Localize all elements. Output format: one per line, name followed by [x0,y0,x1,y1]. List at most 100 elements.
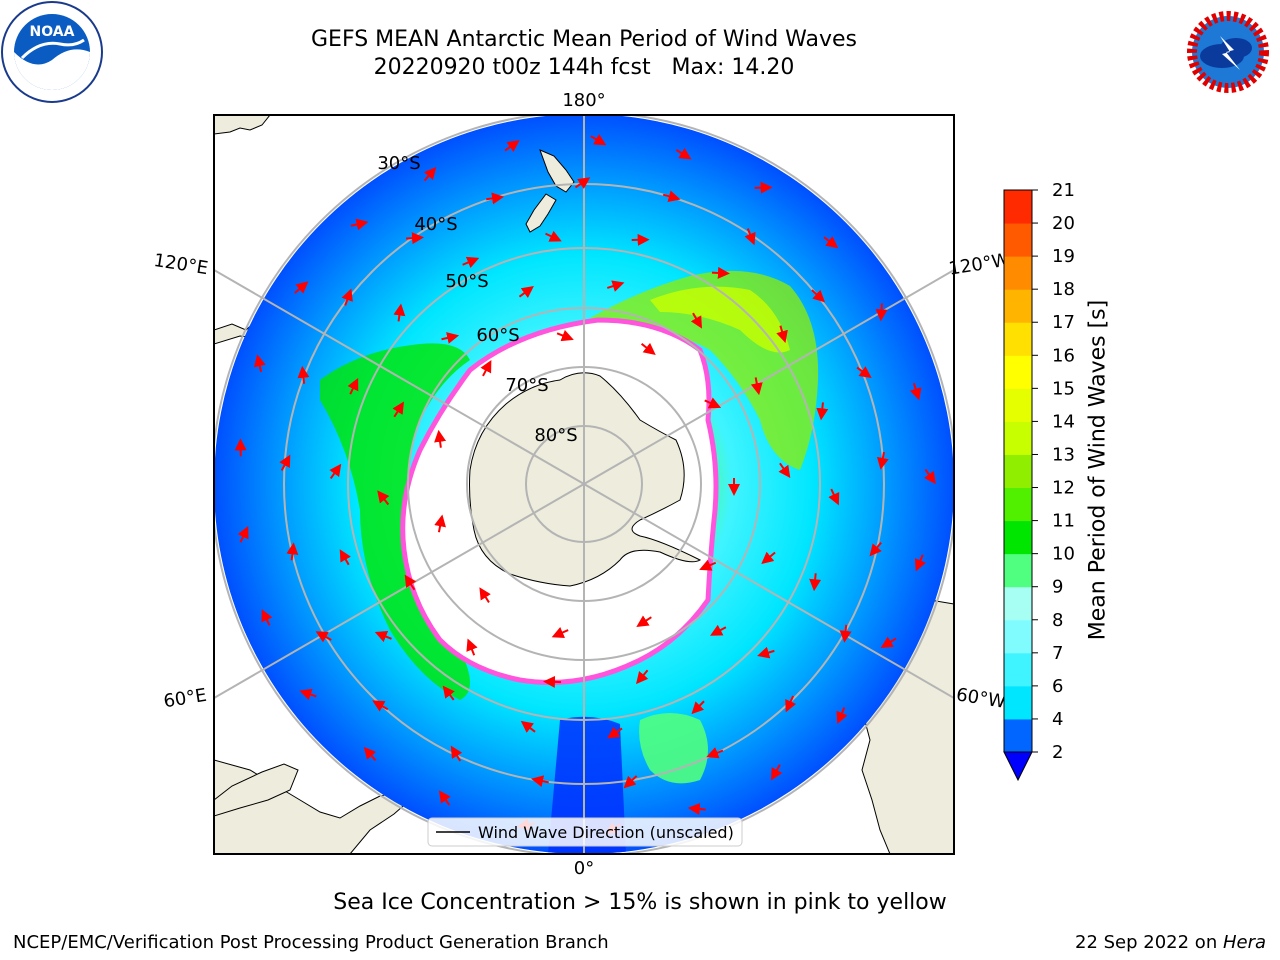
wind-wave-arrow [816,402,829,421]
wind-wave-arrow [294,281,309,294]
wind-wave-arrow [785,695,797,713]
noaa-logo-icon: NOAA [1,1,103,103]
lon-label-180: 180° [562,90,605,111]
wind-wave-arrow [392,401,404,418]
wind-wave-arrow [315,631,332,643]
colorbar-border [1003,189,1033,753]
wind-wave-arrow [279,454,291,471]
colorbar-band [1004,685,1032,720]
footer-date: 22 Sep 2022 on Hera [1075,932,1266,953]
colorbar-band [1004,256,1032,290]
colorbar-band [1004,190,1032,224]
svg-text:NOAA: NOAA [30,24,75,40]
lon-label-120e: 120°E [152,250,209,279]
wind-wave-arrow [687,803,706,815]
wind-wave-arrow [761,551,776,565]
wind-wave-arrow [466,638,478,656]
wind-wave-arrow [809,573,822,592]
footer-branch: NCEP/EMC/Verification Post Processing Pr… [13,932,609,953]
colorbar-tick-label: 2 [1052,742,1063,763]
wind-wave-arrow [856,366,872,379]
colorbar-band [1004,487,1032,522]
colorbar-tick-label: 20 [1052,213,1075,234]
wind-wave-arrow [876,451,889,470]
wind-wave-arrow [923,468,936,485]
chart-title: GEFS MEAN Antarctic Mean Period of Wind … [311,27,857,52]
colorbar-label: Mean Period of Wind Waves [s] [1085,299,1111,641]
colorbar-tick-label: 4 [1052,709,1063,730]
wind-wave-arrow [636,669,649,685]
wind-wave-arrow [377,490,390,506]
wind-wave-arrow [750,377,763,396]
wind-wave-arrow [574,177,591,189]
wind-wave-arrow [811,289,826,303]
wind-wave-arrow [237,525,249,543]
land-new-zealand-north [539,149,575,193]
wind-wave-arrow [880,636,897,648]
wind-wave-arrow [372,700,389,712]
chart-subtitle: 20220920 t00z 144h fcst Max: 14.20 [373,55,795,80]
colorbar-tick-label: 15 [1052,378,1075,399]
wind-wave-arrow [839,624,852,643]
colorbar-tick-label: 16 [1052,345,1075,366]
lon-label-0: 0° [574,858,594,879]
wind-wave-arrow [556,329,574,342]
lat-label-80s: 80°S [534,425,577,446]
wind-wave-arrow [253,354,266,373]
wind-wave-arrow [828,488,840,506]
colorbar-band [1004,586,1032,621]
wind-wave-arrow [297,365,310,384]
wind-wave-arrow [551,626,569,638]
wind-wave-arrow [710,624,727,636]
wind-wave-arrow [623,775,638,789]
colorbar-tick-label: 9 [1052,577,1063,598]
wind-wave-arrow [341,288,353,306]
wind-wave-arrow [778,462,791,479]
wind-wave-arrow [299,688,317,701]
legend-label: Wind Wave Direction (unscaled) [478,823,734,842]
colorbar-tick-label: 10 [1052,544,1075,565]
colorbar-band [1004,223,1032,257]
colorbar-band [1004,421,1032,455]
map-border [213,114,955,855]
lon-label-120w: 120°W [947,249,1011,279]
colorbar-tick-label: 21 [1052,180,1075,201]
wind-wave-arrow [607,726,623,739]
wind-wave-arrow [836,707,848,725]
wind-wave-arrow [486,192,505,205]
wind-wave-arrow [590,134,607,146]
wind-wave-arrow [520,720,536,733]
wind-wave-arrow [504,140,520,152]
lon-label-60e: 60°E [162,685,208,713]
colorbar-tick-label: 8 [1052,610,1063,631]
wind-wave-arrow [545,230,562,242]
colorbar-tick-label: 6 [1052,676,1063,697]
long-period-patch-atlantic [639,713,708,784]
wind-wave-arrow [339,549,351,566]
wind-wave-arrow [404,574,417,591]
national-weather-service-logo-icon [1178,2,1278,102]
wind-wave-arrow [261,609,273,626]
wind-wave-arrow [479,587,491,603]
colorbar-band [1004,454,1032,489]
wind-wave-arrow [374,630,392,643]
colorbar-under-triangle [1003,751,1033,782]
wind-wave-arrow [518,285,534,298]
lat-label-50s: 50°S [445,271,488,292]
colorbar-band [1004,652,1032,687]
colorbar-band [1004,718,1032,753]
colorbar-tick-label: 13 [1052,444,1075,465]
colorbar-tick-label: 7 [1052,643,1063,664]
wind-wave-arrow [823,236,839,249]
footer-date-text: 22 Sep 2022 on [1075,932,1223,953]
wind-wave-arrow [462,256,480,268]
colorbar-band [1004,322,1032,356]
land-australia [214,115,271,135]
land-new-zealand-south [525,193,557,233]
land-madagascar [214,763,299,817]
wind-wave-arrow [662,190,681,203]
long-period-core-pacific [650,286,790,353]
lat-label-40s: 40°S [414,214,457,235]
wind-wave-arrow [423,166,437,182]
wind-wave-arrow [675,147,692,160]
